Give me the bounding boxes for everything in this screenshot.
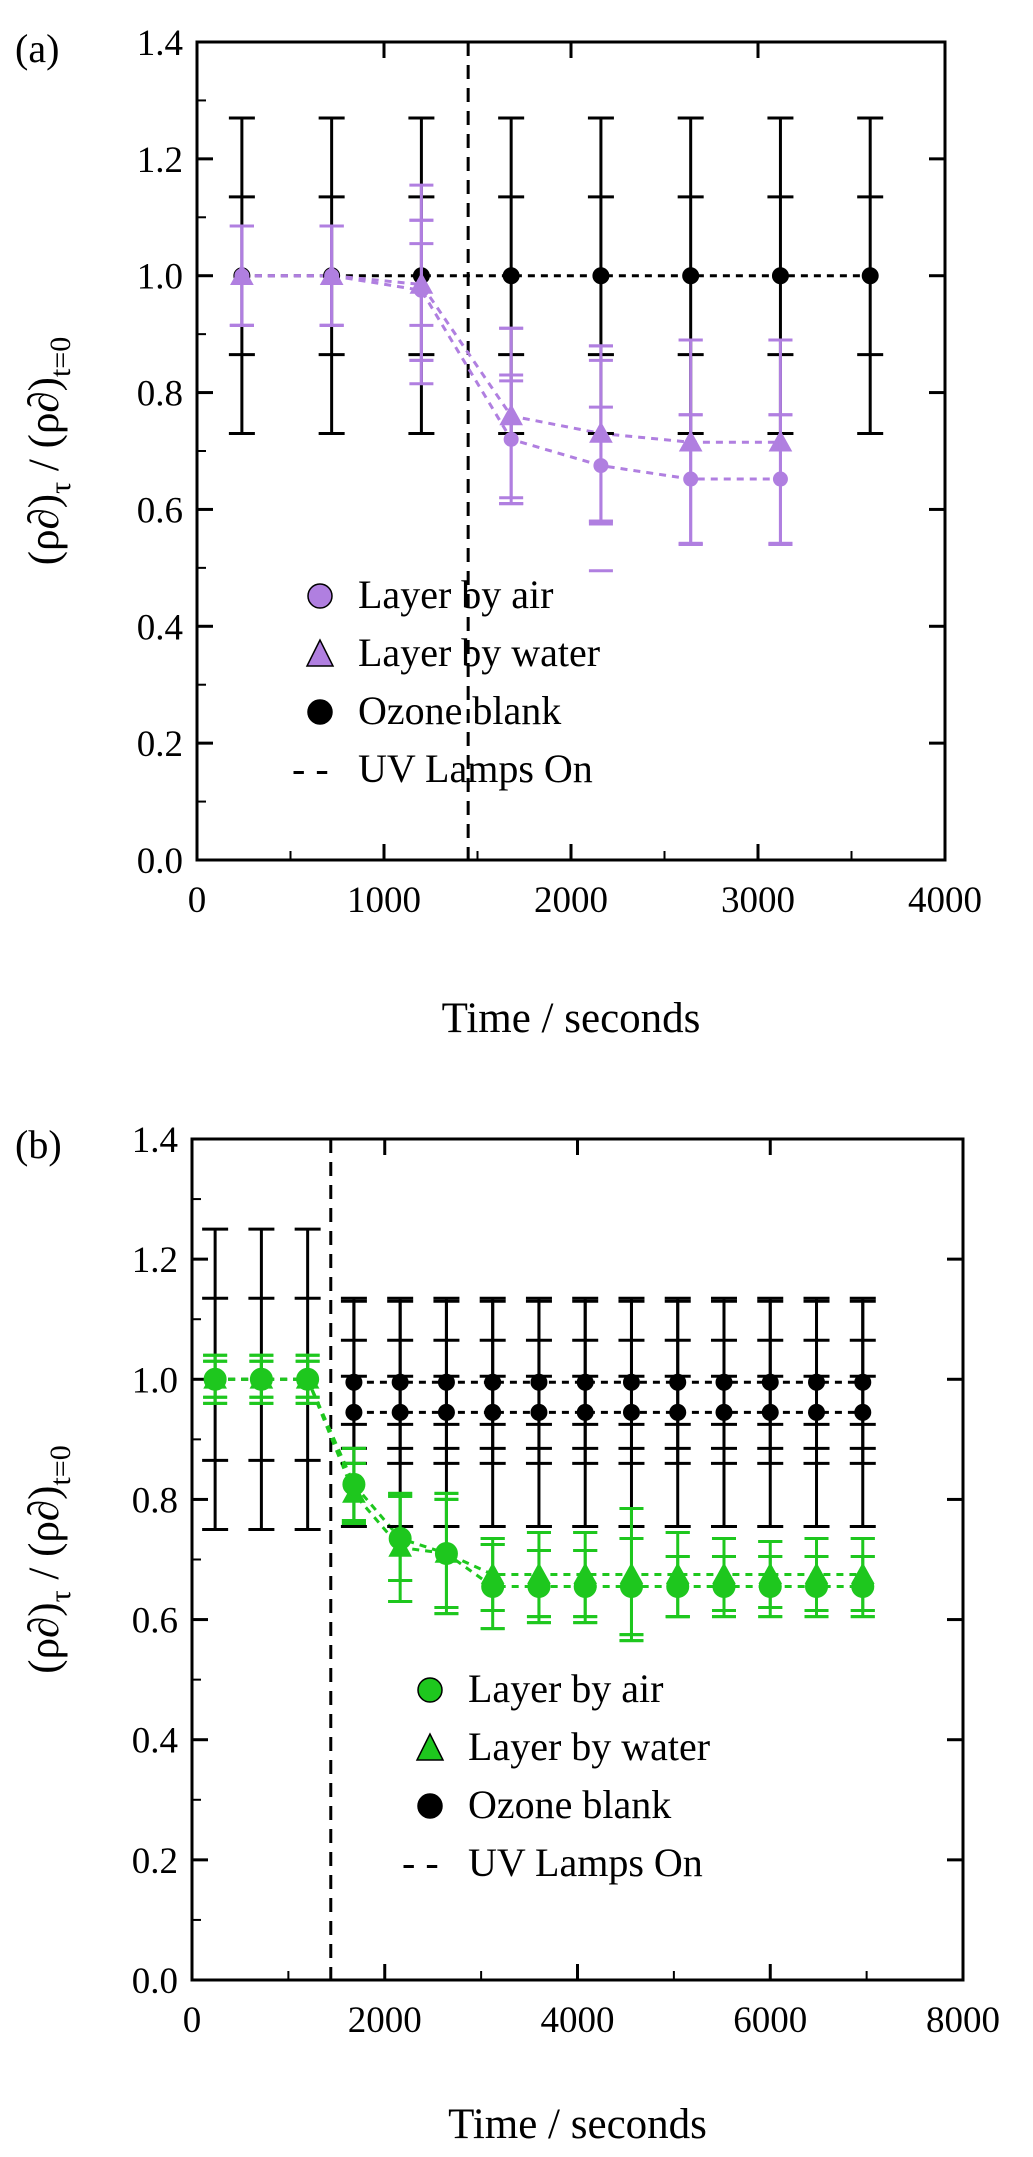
data-point-b: [666, 1575, 690, 1599]
data-point-a: [772, 471, 788, 487]
data-point-b: [715, 1403, 733, 1421]
legend-label-b: UV Lamps On: [468, 1840, 703, 1885]
y-axis-label-a: (ρ∂)τ / (ρ∂)t=0: [21, 337, 77, 565]
y-axis-label-part: t=0: [44, 337, 77, 377]
legend-label-b: Layer by air: [468, 1666, 663, 1711]
legend-marker-a: [305, 638, 335, 667]
y-tick-label-b: 0.0: [132, 1961, 178, 2002]
panel-b: (b) 0.0 0.2 0.4 0.6 0.8 1.0 1.2 1.4 0 2000 4000 6000…: [15, 1120, 1000, 2148]
y-tick-label-b: 0.4: [132, 1721, 178, 1762]
data-point-b: [854, 1403, 872, 1421]
legend-label-a: Ozone blank: [358, 688, 561, 733]
data-point-a: [682, 267, 700, 285]
y-axis-label-part: τ: [44, 482, 77, 494]
data-point-b: [481, 1575, 505, 1599]
legend-label-a: Layer by water: [358, 630, 600, 675]
y-axis-label-part: t=0: [44, 1445, 77, 1485]
data-point-b: [622, 1403, 640, 1421]
data-point-b: [530, 1403, 548, 1421]
data-point-b: [808, 1403, 826, 1421]
data-point-b: [437, 1403, 455, 1421]
y-axis-label-part: (ρ∂): [21, 1602, 68, 1673]
x-tick-label-b: 0: [183, 2000, 202, 2041]
legend-marker-a: [307, 583, 333, 609]
y-axis-label-b: (ρ∂)τ / (ρ∂)t=0: [21, 1445, 77, 1673]
x-tick-label-b: 4000: [541, 2000, 615, 2041]
data-point-b: [669, 1403, 687, 1421]
plot-frame-a: [195, 40, 947, 862]
y-tick-label-b: 1.4: [132, 1120, 178, 1161]
data-point-a: [502, 267, 520, 285]
panel-label-b: (b): [15, 1122, 62, 1167]
y-tick-label-b: 1.0: [132, 1360, 178, 1401]
data-point-a: [234, 268, 250, 284]
data-point-b: [342, 1472, 366, 1496]
data-point-a: [503, 431, 519, 447]
data-point-b: [851, 1575, 875, 1599]
legend-marker-b: [417, 1677, 443, 1703]
data-point-b: [434, 1541, 458, 1565]
data-point-a: [683, 471, 699, 487]
x-tick-label-a: 3000: [721, 880, 795, 921]
y-tick-label-a: 0.8: [137, 374, 183, 415]
x-tick-label-b: 2000: [348, 2000, 422, 2041]
data-point-b: [712, 1575, 736, 1599]
y-tick-label-a: 0.2: [137, 724, 183, 765]
legend-label-b: Layer by water: [468, 1724, 710, 1769]
data-point-a: [324, 268, 340, 284]
panel-label-a: (a): [15, 26, 59, 71]
data-point-b: [576, 1403, 594, 1421]
x-tick-label-b: 8000: [926, 2000, 1000, 2041]
x-tick-label-a: 2000: [534, 880, 608, 921]
legend-marker-b: [415, 1732, 445, 1761]
y-tick-label-a: 0.4: [137, 607, 183, 648]
legend-label-a: UV Lamps On: [358, 746, 593, 791]
y-tick-label-a: 0.6: [137, 490, 183, 531]
legend-marker-a: [307, 699, 333, 725]
y-tick-label-b: 0.6: [132, 1601, 178, 1642]
data-point-b: [345, 1403, 363, 1421]
data-point-a: [413, 282, 429, 298]
x-tick-label-a: 1000: [347, 880, 421, 921]
data-point-b: [484, 1403, 502, 1421]
data-point-b: [758, 1575, 782, 1599]
data-point-b: [619, 1575, 643, 1599]
data-point-a: [771, 267, 789, 285]
data-point-b: [388, 1526, 412, 1550]
data-point-b: [249, 1367, 273, 1391]
y-axis-label-part: / (ρ∂): [21, 1486, 68, 1591]
y-tick-label-a: 1.0: [137, 257, 183, 298]
legend-label-a: Layer by air: [358, 572, 553, 617]
y-axis-label-part: (ρ∂): [21, 494, 68, 565]
data-point-a: [861, 267, 879, 285]
data-point-a: [592, 267, 610, 285]
data-point-b: [391, 1403, 409, 1421]
y-tick-label-b: 0.8: [132, 1480, 178, 1521]
x-tick-label-b: 6000: [733, 2000, 807, 2041]
y-axis-label-part: τ: [44, 1590, 77, 1602]
data-point-b: [203, 1367, 227, 1391]
legend-marker-b: [417, 1793, 443, 1819]
y-tick-label-a: 1.4: [137, 23, 183, 64]
legend-dash-a: - -: [292, 746, 329, 791]
x-axis-label-b: Time / seconds: [448, 2101, 707, 2148]
y-tick-label-b: 1.2: [132, 1240, 178, 1281]
y-tick-label-b: 0.2: [132, 1841, 178, 1882]
x-tick-label-a: 0: [188, 880, 207, 921]
x-tick-label-a: 4000: [908, 880, 982, 921]
y-tick-label-a: 1.2: [137, 140, 183, 181]
legend-label-b: Ozone blank: [468, 1782, 671, 1827]
data-point-b: [527, 1575, 551, 1599]
panel-a: (a) 0.0 0.2 0.4 0.6 0.8 1.0 1.2 1.4 0 1000 2000 3000…: [15, 23, 982, 1042]
x-axis-label-a: Time / seconds: [442, 995, 701, 1042]
data-point-b: [761, 1403, 779, 1421]
legend-dash-b: - -: [402, 1840, 439, 1885]
data-point-b: [573, 1575, 597, 1599]
data-point-b: [296, 1367, 320, 1391]
y-axis-label-part: / (ρ∂): [21, 377, 68, 482]
data-point-b: [805, 1575, 829, 1599]
y-tick-label-a: 0.0: [137, 841, 183, 882]
data-point-a: [593, 458, 609, 474]
